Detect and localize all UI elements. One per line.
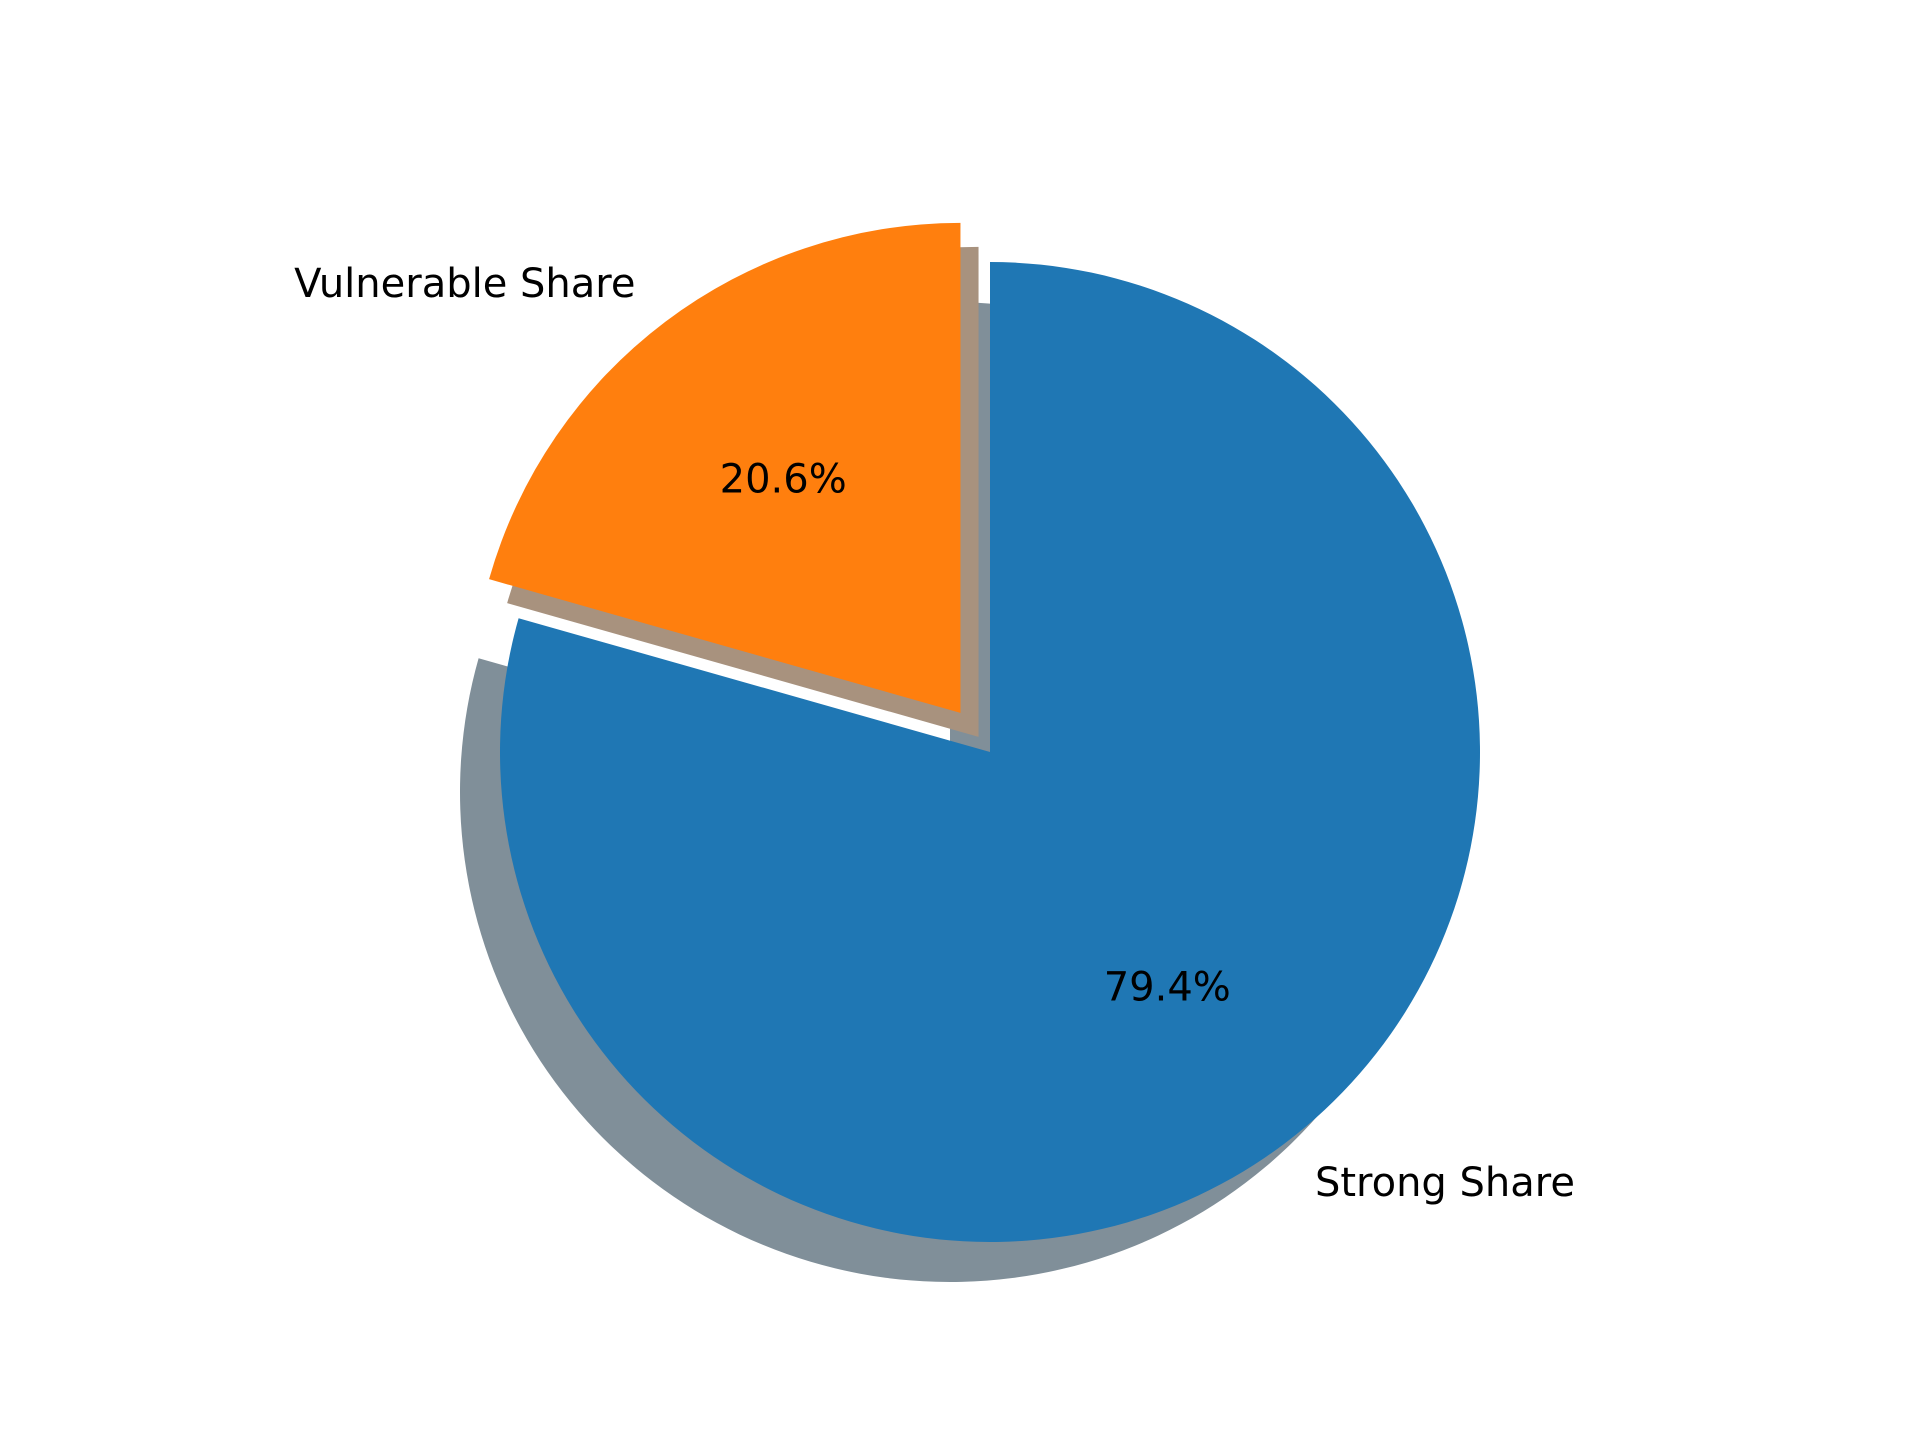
pie-label-layer: Strong Share 79.4% Vulnerable Share 20.6… bbox=[294, 261, 1575, 1206]
slice-pct-strong-share: 79.4% bbox=[1104, 965, 1231, 1011]
slice-label-vulnerable-share: Vulnerable Share bbox=[294, 261, 635, 307]
pie-slice-strong-share bbox=[500, 262, 1480, 1243]
slice-pct-vulnerable-share: 20.6% bbox=[720, 456, 847, 502]
slice-label-strong-share: Strong Share bbox=[1315, 1160, 1575, 1206]
pie-slice-vulnerable-share bbox=[489, 222, 961, 713]
pie-slice-layer bbox=[489, 222, 1480, 1243]
